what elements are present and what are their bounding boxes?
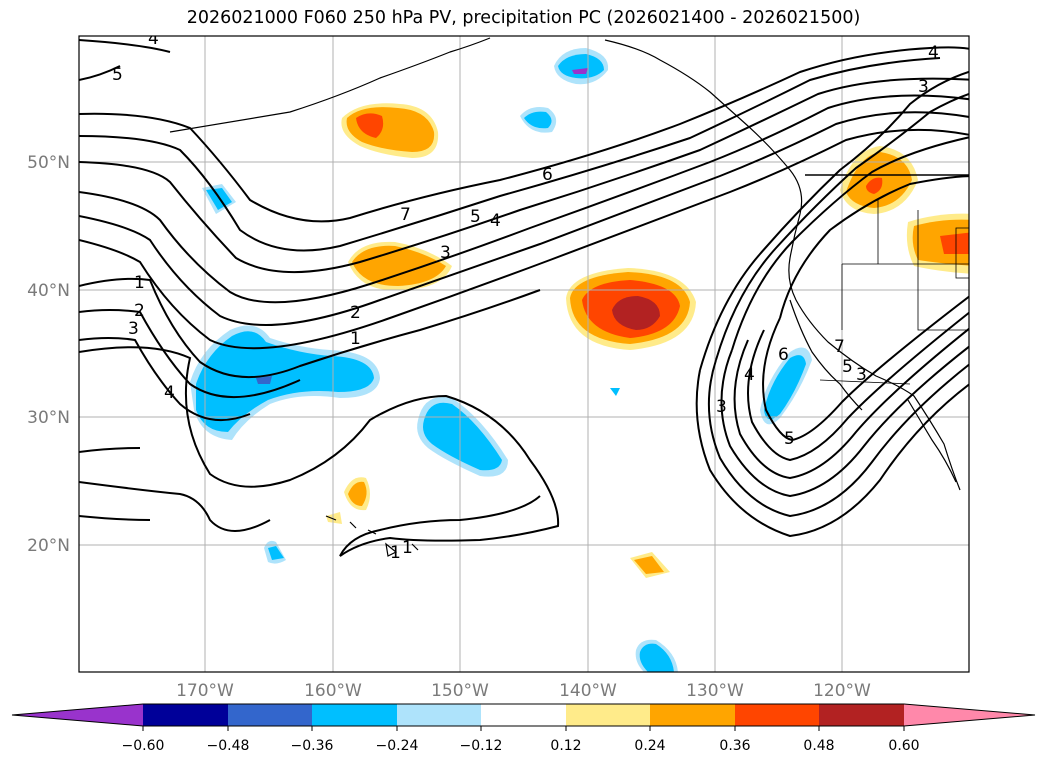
colorbar-segment <box>566 704 650 726</box>
contour-label: 5 <box>842 357 853 377</box>
colorbar-segment <box>735 704 819 726</box>
plot-title: 2026021000 F060 250 hPa PV, precipitatio… <box>186 8 861 28</box>
latitude-label: 50°N <box>27 153 70 173</box>
contour-label: 3 <box>128 319 139 339</box>
contour-label: 7 <box>834 337 845 357</box>
contour-label: 5 <box>112 65 123 85</box>
map-frame <box>78 35 970 673</box>
contour-label: 6 <box>542 165 553 185</box>
pv-contours <box>79 39 969 557</box>
colorbar-tick-label: 0.48 <box>803 738 834 754</box>
contour-label: 3 <box>716 397 727 417</box>
longitude-label: 160°W <box>304 681 362 701</box>
contour-label: 5 <box>784 429 795 449</box>
contour-label: 4 <box>148 29 159 49</box>
latitude-labels: 50°N 40°N 30°N 20°N <box>27 153 70 556</box>
contour-labels: 5 4 4 3 6 7 5 4 3 1 2 3 2 1 4 1 1 3 4 6 … <box>112 29 939 563</box>
longitude-label: 170°W <box>176 681 234 701</box>
map-area: 5 4 4 3 6 7 5 4 3 1 2 3 2 1 4 1 1 3 4 6 … <box>79 29 969 672</box>
contour-label: 7 <box>400 205 411 225</box>
latitude-label: 20°N <box>27 536 70 556</box>
latitude-label: 30°N <box>27 408 70 428</box>
colorbar-segment <box>819 704 904 726</box>
contour-label: 4 <box>490 211 501 231</box>
contour-label: 3 <box>918 77 929 97</box>
colorbar-segment <box>228 704 312 726</box>
colorbar-segment <box>650 704 735 726</box>
colorbar-segment <box>312 704 397 726</box>
colorbar-segment <box>481 704 566 726</box>
contour-label: 1 <box>350 329 361 349</box>
contour-label: 2 <box>350 303 361 323</box>
colorbar-tick-label: 0.24 <box>634 738 665 754</box>
latitude-label: 40°N <box>27 281 70 301</box>
contour-label: 1 <box>390 543 401 563</box>
colorbar-ticks: −0.60 −0.48 −0.36 −0.24 −0.12 0.12 0.24 … <box>122 726 920 754</box>
longitude-label: 120°W <box>813 681 871 701</box>
contour-label: 3 <box>856 365 867 385</box>
colorbar-tick-label: 0.60 <box>888 738 919 754</box>
colorbar-tick-label: −0.24 <box>376 738 419 754</box>
contour-label: 4 <box>744 365 755 385</box>
longitude-label: 150°W <box>431 681 489 701</box>
colorbar-tick-label: −0.36 <box>291 738 334 754</box>
longitude-label: 130°W <box>686 681 744 701</box>
longitude-label: 140°W <box>559 681 617 701</box>
contour-label: 3 <box>440 243 451 263</box>
contour-label: 4 <box>164 383 175 403</box>
colorbar-tick-label: 0.12 <box>550 738 581 754</box>
colorbar-extend-low <box>12 704 143 726</box>
colorbar-tick-label: 0.36 <box>719 738 750 754</box>
colorbar-tick-label: −0.48 <box>207 738 250 754</box>
contour-label: 5 <box>470 207 481 227</box>
contour-label: 1 <box>402 538 413 558</box>
colorbar-segment <box>397 704 481 726</box>
precipitation-positive-anomalies <box>326 103 969 578</box>
colorbar-tick-label: −0.12 <box>460 738 503 754</box>
colorbar-tick-label: −0.60 <box>122 738 165 754</box>
colorbar: −0.60 −0.48 −0.36 −0.24 −0.12 0.12 0.24 … <box>11 703 1036 754</box>
contour-label: 6 <box>778 345 789 365</box>
contour-label: 1 <box>134 273 145 293</box>
contour-label: 2 <box>134 301 145 321</box>
longitude-labels: 170°W 160°W 150°W 140°W 130°W 120°W <box>176 681 871 701</box>
colorbar-extend-high <box>904 704 1035 726</box>
contour-label: 4 <box>928 43 939 63</box>
colorbar-segment <box>143 704 228 726</box>
